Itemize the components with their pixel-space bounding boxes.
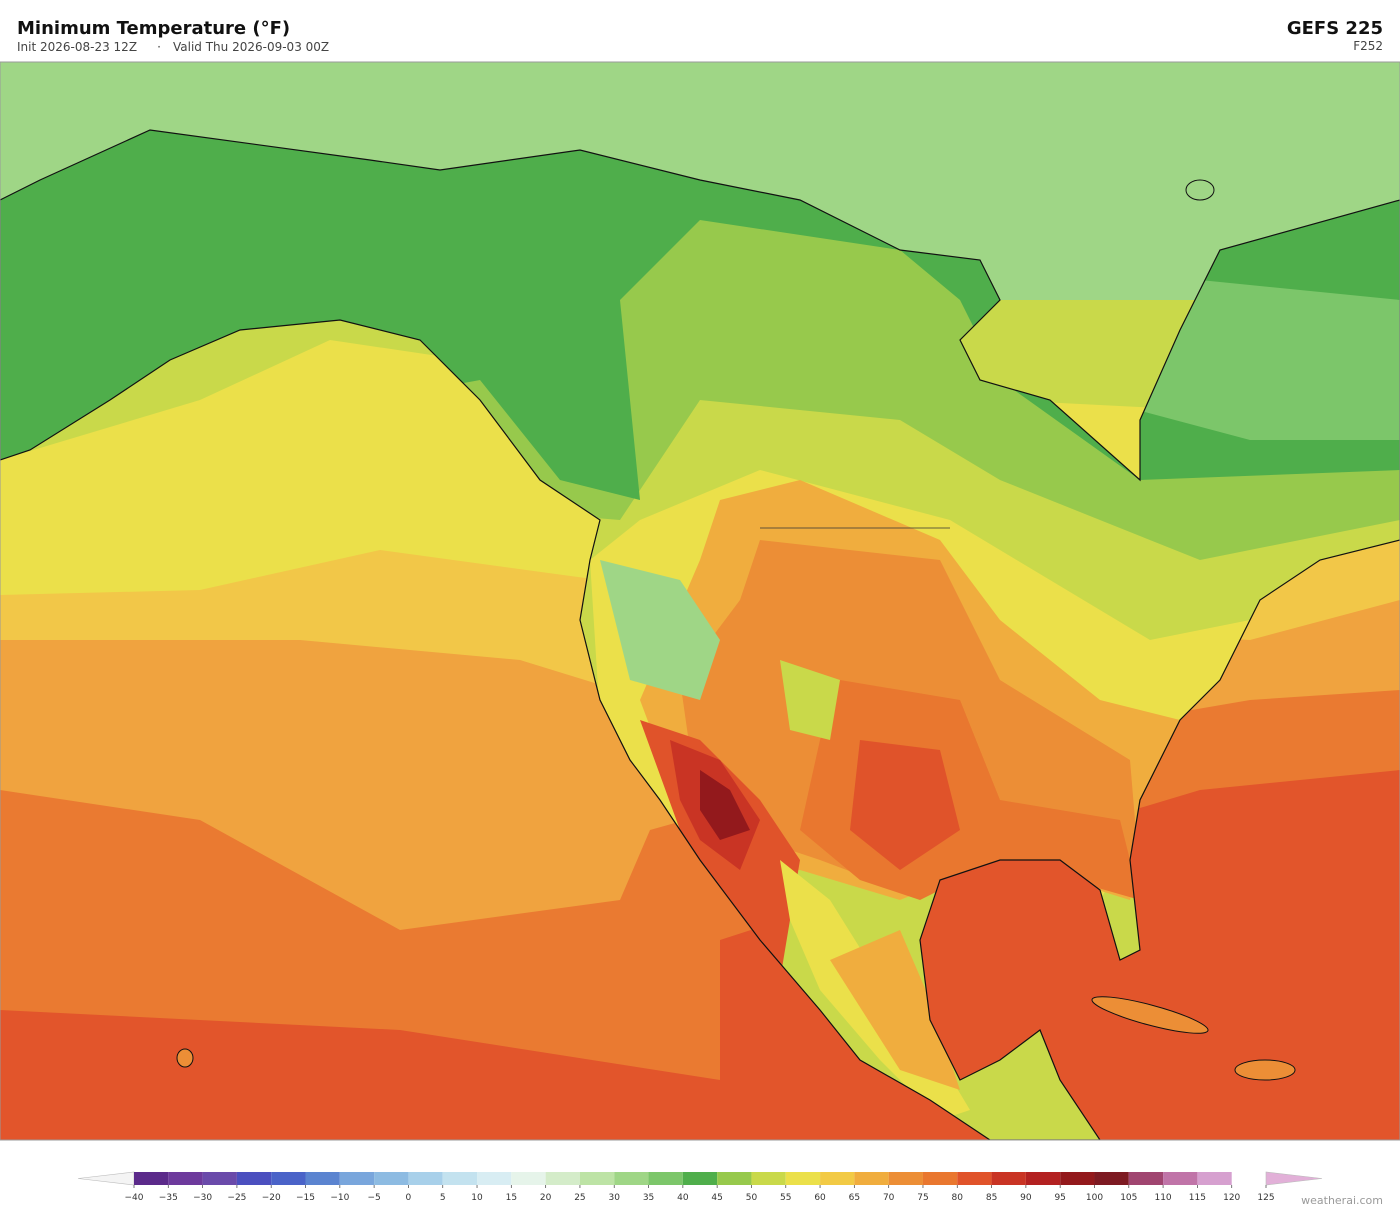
colorbar-segment — [134, 1172, 169, 1185]
colorbar-tick-label: 75 — [917, 1193, 928, 1203]
colorbar-tick-label: 50 — [746, 1193, 758, 1203]
model-label: GEFS 225 — [1287, 18, 1383, 39]
colorbar-tick-label: 60 — [814, 1193, 826, 1203]
colorbar: −40 −35 −30 −25 −20 −15 −10 −5 0 5 10 15 20 25 30 35 40 4… — [77, 1171, 1323, 1203]
colorbar-segment — [922, 1172, 958, 1185]
colorbar-segment — [1128, 1172, 1164, 1185]
separator: · — [157, 40, 161, 54]
colorbar-segment — [717, 1172, 752, 1185]
colorbar-segment — [408, 1172, 443, 1185]
colorbar-over — [1265, 1171, 1323, 1186]
colorbar-segment — [339, 1172, 375, 1185]
colorbar-tick-label: 30 — [609, 1193, 621, 1203]
island — [1234, 1059, 1296, 1081]
island — [1091, 996, 1209, 1034]
colorbar-segment — [854, 1172, 889, 1185]
colorbar-tick-label: −30 — [193, 1193, 212, 1203]
colorbar-tick-label: 105 — [1120, 1193, 1137, 1203]
colorbar-tick-label: 90 — [1020, 1193, 1032, 1203]
temp-zone — [780, 660, 840, 740]
colorbar-tick-label: −10 — [330, 1193, 349, 1203]
colorbar-segment — [271, 1172, 306, 1185]
init-time: Init 2026-08-23 12Z — [17, 40, 137, 54]
colorbar-tick-label: −40 — [125, 1193, 144, 1203]
temp-zone — [830, 930, 960, 1090]
colorbar-tick-label: 35 — [643, 1193, 654, 1203]
colorbar-segment — [442, 1172, 478, 1185]
colorbar-tick-label: 55 — [780, 1193, 791, 1203]
colorbar-segment — [1060, 1172, 1095, 1185]
colorbar-segment — [374, 1172, 409, 1185]
colorbar-tick-label: 70 — [883, 1193, 895, 1203]
island — [176, 1048, 194, 1068]
colorbar-tick-label: −5 — [367, 1193, 380, 1203]
colorbar-segment — [888, 1172, 923, 1185]
temp-zone — [600, 560, 720, 700]
colorbar-segment — [1025, 1172, 1061, 1185]
forecast-hour: F252 — [1353, 39, 1383, 53]
temp-zone — [700, 770, 750, 840]
colorbar-tick-label: 125 — [1257, 1193, 1274, 1203]
colorbar-segment — [1197, 1172, 1232, 1185]
colorbar-tick-label: 115 — [1189, 1193, 1206, 1203]
colorbar-segment — [168, 1172, 203, 1185]
colorbar-tick-label: −25 — [227, 1193, 246, 1203]
colorbar-tick-label: 25 — [574, 1193, 585, 1203]
colorbar-tick-label: 0 — [406, 1193, 412, 1203]
colorbar-tick-label: 120 — [1223, 1193, 1240, 1203]
colorbar-tick-label: 110 — [1154, 1193, 1171, 1203]
colorbar-tick-label: 20 — [540, 1193, 552, 1203]
colorbar-tick-label: 65 — [849, 1193, 860, 1203]
colorbar-segment — [820, 1172, 855, 1185]
watermark: weatherai.com — [1301, 1194, 1383, 1207]
map — [0, 62, 1400, 1140]
colorbar-tick-label: 95 — [1054, 1193, 1065, 1203]
colorbar-segment — [236, 1172, 272, 1185]
colorbar-tick-label: 5 — [440, 1193, 446, 1203]
colorbar-tick-label: 15 — [506, 1193, 517, 1203]
colorbar-tick-label: −20 — [262, 1193, 281, 1203]
colorbar-segment — [682, 1172, 718, 1185]
map-title: Minimum Temperature (°F) — [17, 18, 290, 39]
lake — [1185, 179, 1215, 201]
colorbar-segment — [579, 1172, 615, 1185]
colorbar-segment — [511, 1172, 546, 1185]
colorbar-under — [77, 1171, 135, 1186]
colorbar-segment — [751, 1172, 786, 1185]
colorbar-tick-label: 80 — [952, 1193, 964, 1203]
map-frame — [0, 61, 1400, 1141]
colorbar-tick-label: 10 — [471, 1193, 483, 1203]
colorbar-tick-label: −15 — [296, 1193, 315, 1203]
colorbar-segment — [202, 1172, 237, 1185]
colorbar-segment — [648, 1172, 683, 1185]
colorbar-segment — [305, 1172, 340, 1185]
valid-time: Valid Thu 2026-09-03 00Z — [173, 40, 329, 54]
colorbar-tick-label: 100 — [1086, 1193, 1103, 1203]
colorbar-segment — [785, 1172, 821, 1185]
colorbar-segment — [991, 1172, 1026, 1185]
temp-zone — [850, 740, 960, 870]
colorbar-segment — [545, 1172, 580, 1185]
colorbar-tick-label: 85 — [986, 1193, 997, 1203]
colorbar-tick-label: 40 — [677, 1193, 689, 1203]
colorbar-segment — [477, 1172, 512, 1185]
colorbar-segment — [957, 1172, 992, 1185]
colorbar-tick-label: 45 — [711, 1193, 722, 1203]
colorbar-segment — [614, 1172, 649, 1185]
colorbar-segment — [1163, 1172, 1198, 1185]
colorbar-segment — [1094, 1172, 1129, 1185]
colorbar-tick-label: −35 — [159, 1193, 178, 1203]
